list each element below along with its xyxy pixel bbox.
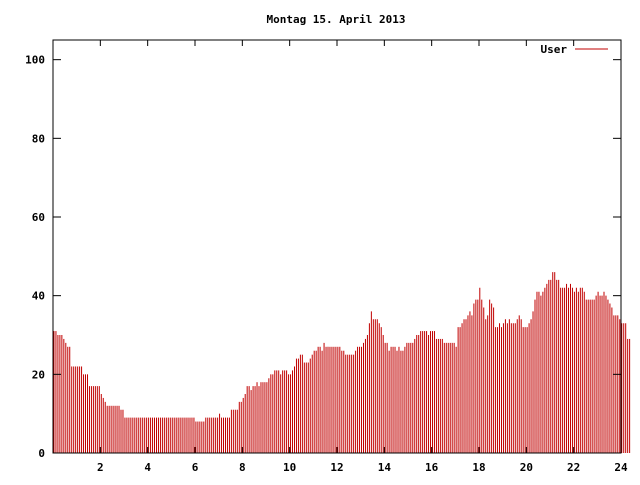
y-tick-label-3: 60 (32, 211, 45, 224)
y-tick-label-5: 100 (25, 54, 45, 67)
x-tick-label-10: 22 (567, 461, 580, 474)
x-tick-label-4: 10 (283, 461, 296, 474)
x-tick-label-0: 2 (97, 461, 104, 474)
y-tick-label-0: 0 (38, 447, 45, 460)
y-tick-label-2: 40 (32, 290, 45, 303)
y-tick-label-4: 80 (32, 132, 45, 145)
x-tick-label-6: 14 (378, 461, 392, 474)
x-tick-label-7: 16 (425, 461, 439, 474)
y-tick-label-1: 20 (32, 368, 45, 381)
x-tick-label-2: 6 (192, 461, 199, 474)
legend: User (541, 43, 608, 56)
x-tick-label-8: 18 (472, 461, 485, 474)
legend-label-user: User (541, 43, 568, 56)
x-tick-label-9: 20 (520, 461, 533, 474)
chart-title: Montag 15. April 2013 (266, 13, 405, 26)
x-tick-label-3: 8 (239, 461, 246, 474)
x-tick-label-11: 24 (614, 461, 628, 474)
x-tick-label-1: 4 (144, 461, 151, 474)
x-tick-label-5: 12 (330, 461, 343, 474)
bars-layer (53, 272, 631, 453)
